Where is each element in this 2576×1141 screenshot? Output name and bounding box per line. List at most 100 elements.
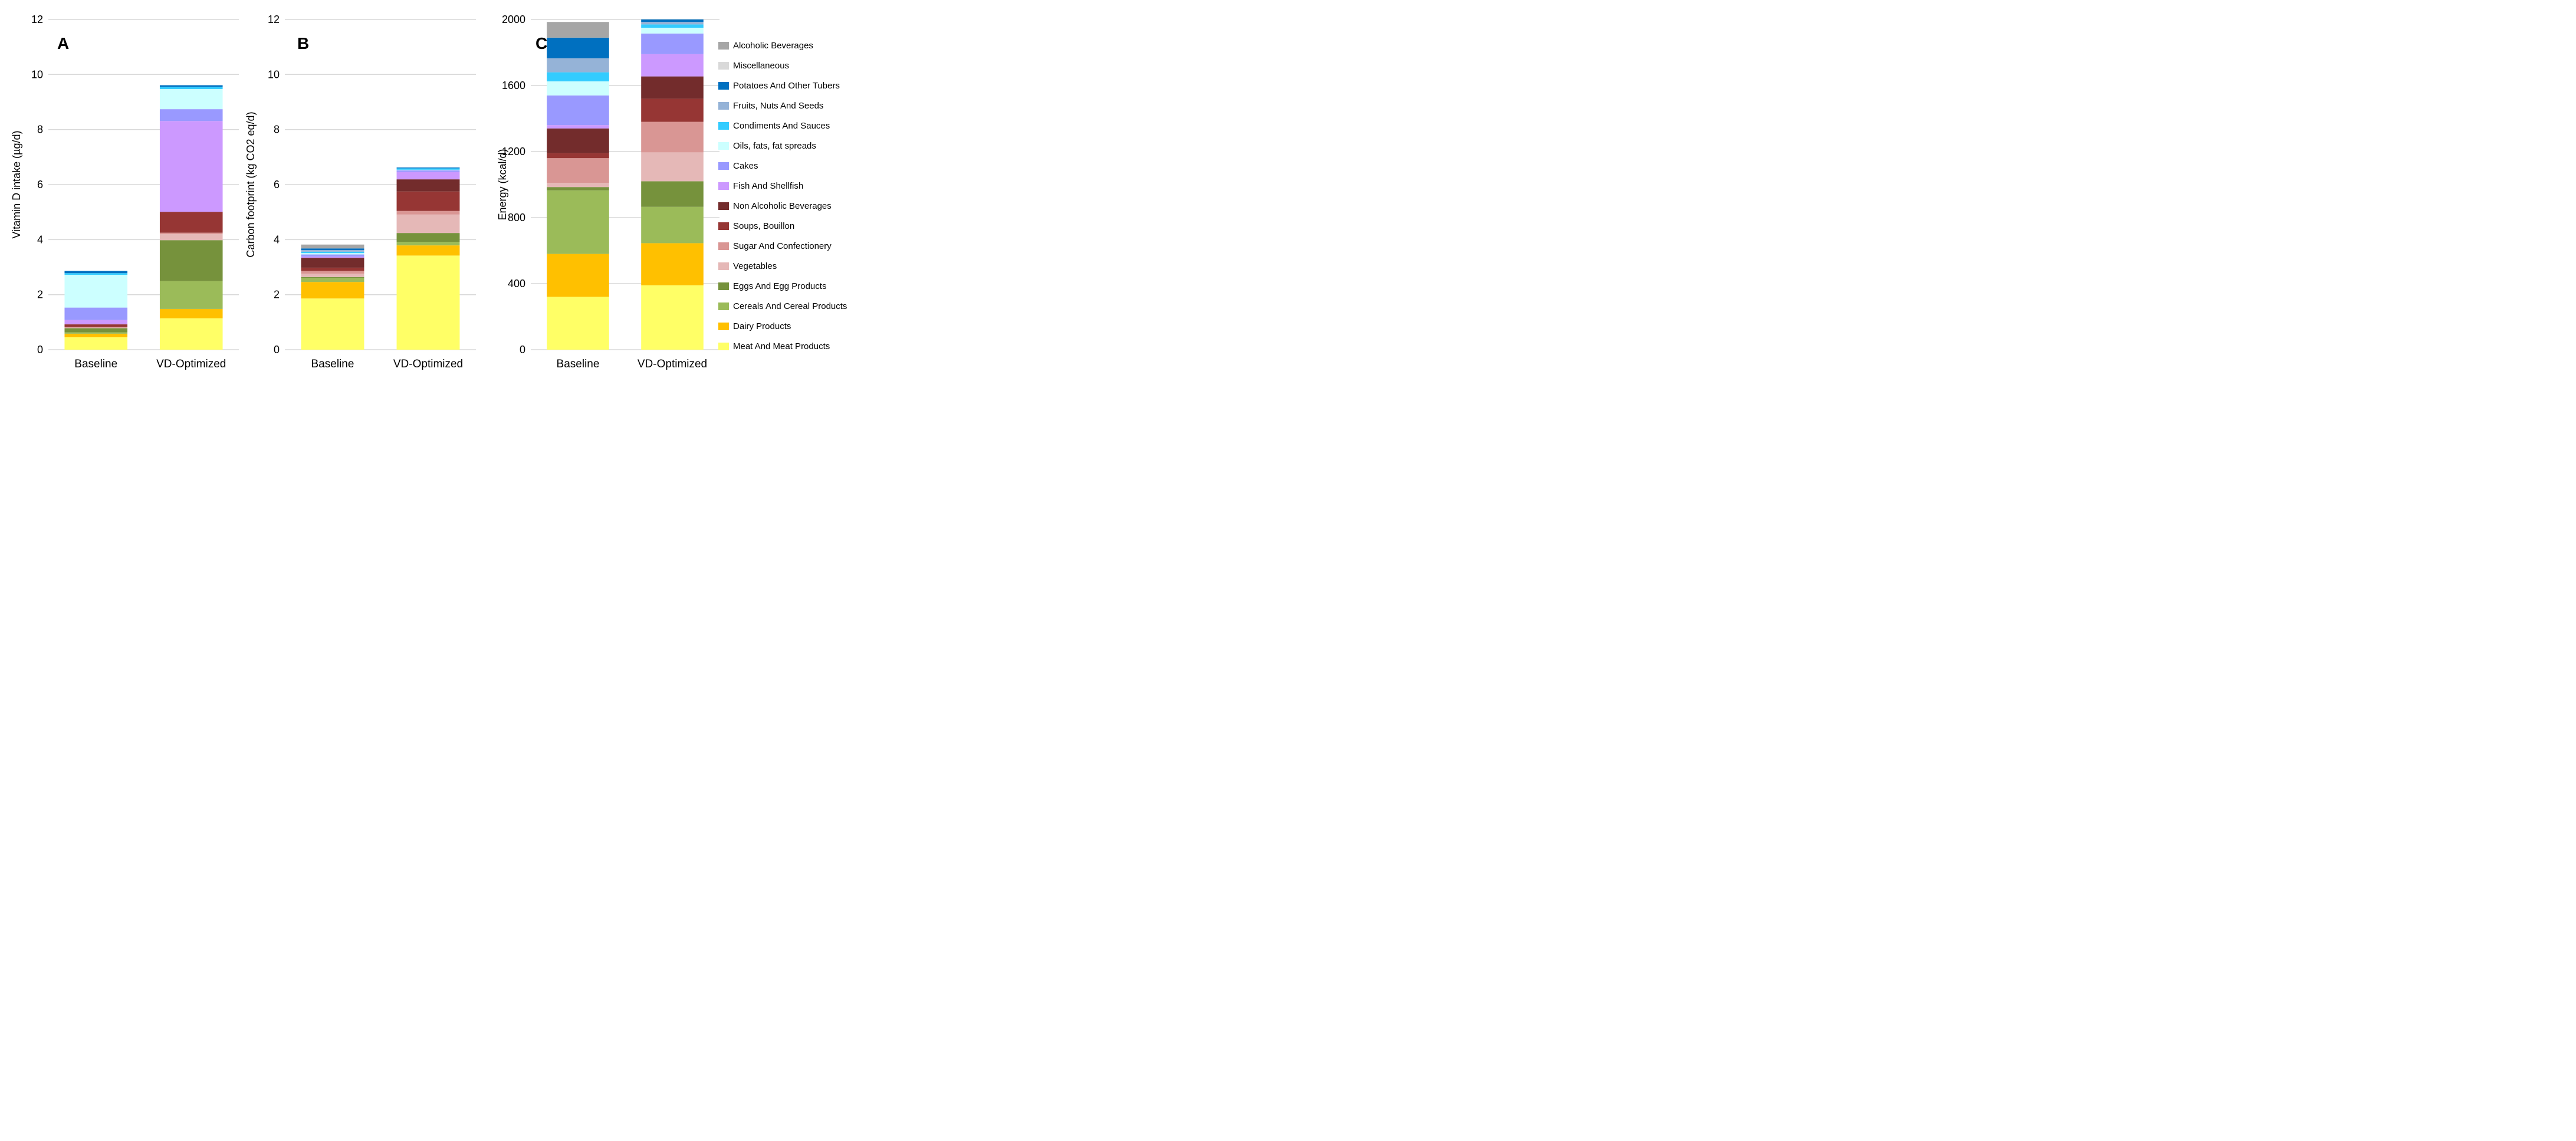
x-category-label: Baseline [557, 358, 600, 370]
bar-segment [159, 232, 223, 234]
legend-item-label: Miscellaneous [733, 60, 790, 71]
bar-segment [641, 121, 704, 153]
legend-item: Sugar And Confectionery [718, 236, 857, 256]
bar-segment [547, 95, 609, 126]
panel-vitamin-d: 0 2 4 6 8 10 12 Baseline VD-Optimized Vitamin D i… [0, 0, 259, 380]
bar-segment [641, 28, 704, 34]
y-tick-label: 2 [274, 289, 280, 301]
bar-segment [641, 22, 704, 25]
x-category-label: Baseline [74, 358, 117, 370]
y-tick-label: 400 [508, 278, 525, 290]
bar-segment [159, 281, 223, 309]
y-tick-label: 1600 [502, 80, 525, 91]
legend-item-label: Potatoes And Other Tubers [733, 80, 840, 91]
legend-swatch-icon [718, 41, 729, 50]
legend-item-label: Eggs And Egg Products [733, 281, 827, 291]
legend-swatch-icon [718, 202, 729, 210]
y-tick-label: 1200 [502, 146, 525, 157]
y-tick-label: 0 [274, 344, 280, 356]
y-tick-label: 8 [274, 124, 280, 136]
y-tick-label: 4 [274, 234, 280, 245]
legend-swatch-icon [718, 81, 729, 90]
bar-segment [301, 277, 364, 278]
bar-segment [641, 243, 704, 285]
legend-item: Alcoholic Beverages [718, 35, 857, 55]
bar-segment [547, 153, 609, 159]
panel-letter: B [297, 34, 309, 52]
legend-swatch-icon [718, 302, 729, 310]
legend-swatch-icon [718, 162, 729, 170]
legend-item: Oils, fats, fat spreads [718, 136, 857, 156]
legend-item: Meat And Meat Products [718, 336, 857, 356]
bar-segment [64, 307, 128, 320]
bar-segment [301, 258, 364, 268]
bar-segment [641, 152, 704, 182]
legend-item-label: Meat And Meat Products [733, 341, 830, 351]
bar-segment [641, 206, 704, 244]
y-tick-label: 800 [508, 212, 525, 223]
bar-segment [64, 337, 128, 350]
y-axis-title: Carbon footprint (kg CO2 eq/d) [245, 111, 257, 257]
legend-swatch-icon [718, 322, 729, 330]
legend-item: Cakes [718, 156, 857, 176]
legend-item: Condiments And Sauces [718, 116, 857, 136]
chart-svg: 0 400 800 1200 1600 2000 Baseline VD-Optimized E… [497, 14, 719, 370]
bar-segment [396, 170, 460, 172]
bar-segment [547, 72, 609, 81]
chart-svg: 0 2 4 6 8 10 12 Baseline VD-Optimized Vitamin D i… [11, 14, 239, 370]
legend-item-label: Alcoholic Beverages [733, 40, 813, 51]
bar-segment [547, 158, 609, 183]
legend-item-label: Cakes [733, 160, 758, 171]
bar-segment [159, 121, 223, 212]
panel-energy: 0 400 800 1200 1600 2000 Baseline VD-Optimized E… [478, 0, 725, 380]
legend-item: Vegetables [718, 256, 857, 276]
bar-segment [396, 233, 460, 242]
bar-segment [301, 253, 364, 255]
legend-item: Fruits, Nuts And Seeds [718, 96, 857, 116]
legend-swatch-icon [718, 182, 729, 190]
legend-item: Dairy Products [718, 316, 857, 336]
y-axis-title: Vitamin D intake (µg/d) [11, 130, 22, 238]
bar-segment [641, 76, 704, 99]
legend-swatch-icon [718, 262, 729, 270]
legend-item-label: Sugar And Confectionery [733, 241, 832, 251]
bar-segment [547, 128, 609, 153]
y-tick-label: 12 [31, 14, 43, 25]
bar-segment [64, 324, 128, 327]
bar-segment [159, 87, 223, 90]
y-tick-label: 12 [268, 14, 280, 25]
legend-swatch-icon [718, 61, 729, 70]
panel-carbon-footprint: 0 2 4 6 8 10 12 Baseline VD-Optimized Carbon foot… [236, 0, 484, 380]
legend-item: Miscellaneous [718, 55, 857, 75]
x-category-label: VD-Optimized [393, 358, 463, 370]
bar-segment [64, 320, 128, 325]
legend-item-label: Condiments And Sauces [733, 120, 830, 131]
y-tick-label: 0 [520, 344, 525, 356]
bar-segment [301, 244, 364, 249]
legend-item-label: Oils, fats, fat spreads [733, 140, 816, 151]
bar-segment [396, 255, 460, 350]
legend-swatch-icon [718, 242, 729, 250]
legend-swatch-icon [718, 142, 729, 150]
bar-segment [641, 24, 704, 28]
bar-segment [396, 245, 460, 256]
legend-item-label: Non Alcoholic Beverages [733, 200, 832, 211]
bar-segment [396, 242, 460, 246]
figure: 0 2 4 6 8 10 12 Baseline VD-Optimized Vitamin D i… [0, 0, 859, 380]
legend-item-label: Fish And Shellfish [733, 180, 804, 191]
bar-segment [547, 58, 609, 73]
bar-segment [301, 282, 364, 299]
legend-item: Cereals And Cereal Products [718, 296, 857, 316]
bar-segment [396, 168, 460, 170]
x-category-label: Baseline [311, 358, 354, 370]
x-category-label: VD-Optimized [638, 358, 707, 370]
x-category-label: VD-Optimized [156, 358, 226, 370]
legend-item-label: Cereals And Cereal Products [733, 301, 847, 311]
bar-segment [159, 89, 223, 110]
bar-segment [396, 214, 460, 234]
bar-segment [64, 328, 128, 333]
legend-item-label: Vegetables [733, 261, 777, 271]
bar-segment [547, 297, 609, 350]
chart-svg: 0 2 4 6 8 10 12 Baseline VD-Optimized Carbon foot… [245, 14, 476, 370]
bar-segment [547, 183, 609, 188]
